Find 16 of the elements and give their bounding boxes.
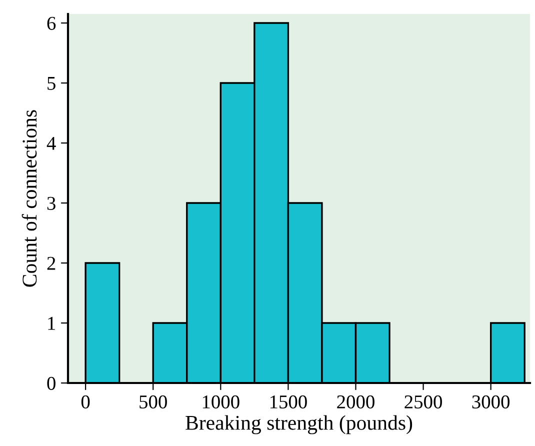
y-tick-label: 1: [48, 316, 56, 330]
x-tick-label: 1000: [202, 395, 240, 408]
x-tick-label: 1500: [270, 395, 307, 408]
y-tick-label: 0: [47, 376, 56, 390]
x-tick-label: 2500: [404, 395, 442, 408]
x-tick-label: 2000: [337, 395, 374, 408]
x-axis-title: Breaking strength (pounds): [186, 415, 412, 434]
y-tick-label: 5: [48, 77, 56, 90]
y-tick-label: 2: [47, 256, 56, 270]
x-tick-label: 0: [81, 395, 90, 408]
y-tick-label: 3: [47, 196, 56, 210]
y-axis-title: Count of connections: [22, 110, 37, 287]
y-tick-label: 6: [47, 16, 56, 30]
y-tick-label: 4: [46, 136, 56, 150]
x-tick-label: 500: [140, 395, 167, 408]
x-tick-label: 3000: [472, 395, 510, 408]
